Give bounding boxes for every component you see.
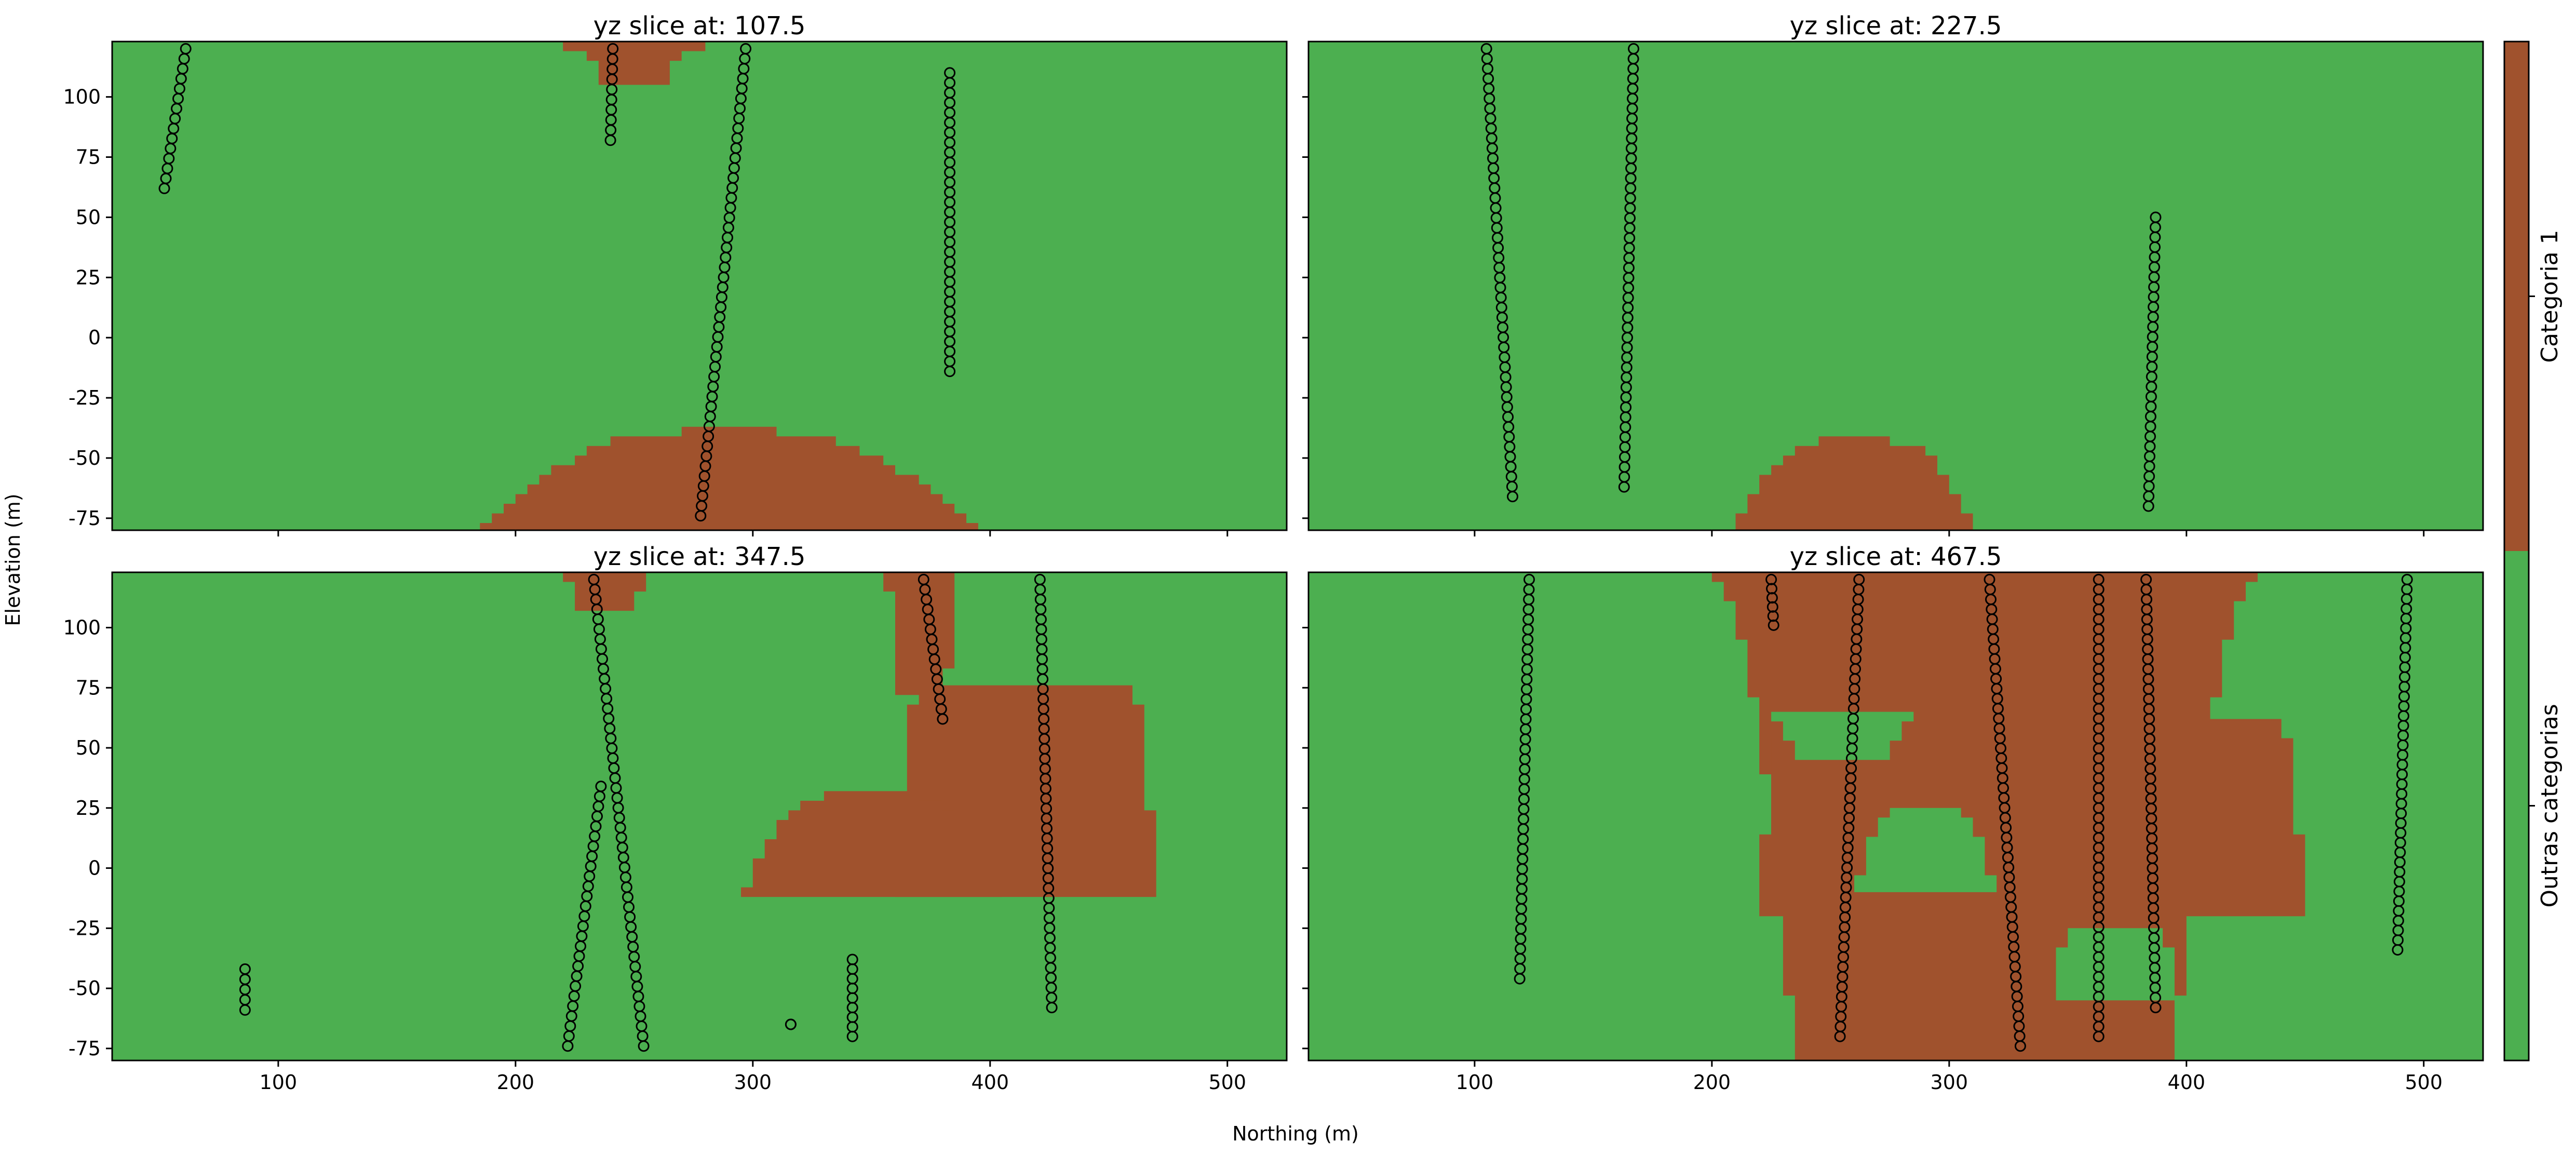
sample-marker xyxy=(1618,481,1630,493)
drillhole xyxy=(1514,573,1535,985)
y-tick-label: 0 xyxy=(88,857,101,880)
sample-marker xyxy=(604,135,616,146)
sample-marker xyxy=(695,510,707,522)
colorbar: Categoria 1 Outras categorias xyxy=(2503,41,2563,1062)
y-tick-label: -75 xyxy=(69,1037,101,1060)
y-tick-label: 50 xyxy=(76,736,101,759)
drillhole xyxy=(944,67,956,378)
other-category-pocket xyxy=(2056,928,2175,1001)
sample-marker xyxy=(785,1018,797,1030)
panel-frame xyxy=(1307,41,2484,531)
slice-panel: yz slice at: 107.5 -75 -50 -25 0 25 50 75 100 xyxy=(63,11,1288,536)
y-tick-label: 25 xyxy=(76,797,101,820)
other-category-pocket xyxy=(1854,808,1997,892)
drillhole xyxy=(1618,43,1639,493)
x-tick-label: 200 xyxy=(497,1071,535,1094)
y-tick-label: -25 xyxy=(69,386,101,409)
drillhole xyxy=(562,781,607,1052)
x-tick-label: 400 xyxy=(972,1071,1009,1094)
drillhole xyxy=(846,953,858,1042)
drillhole xyxy=(918,573,949,725)
x-axis-label: Northing (m) xyxy=(1232,1122,1359,1145)
y-tick-label: 50 xyxy=(76,206,101,229)
colorbar-label: Outras categorias xyxy=(2537,704,2563,907)
sample-marker xyxy=(1514,973,1526,985)
sample-marker xyxy=(1046,1002,1058,1014)
x-tick-label: 400 xyxy=(2168,1071,2206,1094)
category-1-body xyxy=(563,572,646,611)
colorbar-label: Categoria 1 xyxy=(2537,230,2563,362)
slice-panel: yz slice at: 467.5 100 200 300 400 500 xyxy=(1302,542,2484,1094)
drillhole xyxy=(785,1018,797,1030)
sample-marker xyxy=(2014,1040,2026,1052)
drillhole xyxy=(239,963,251,1016)
x-tick-label: 200 xyxy=(1693,1071,1731,1094)
sample-marker xyxy=(1507,491,1518,503)
category-1-body xyxy=(741,791,1002,897)
y-axis-label: Elevation (m) xyxy=(2,493,24,626)
sample-marker xyxy=(937,713,949,725)
sample-marker xyxy=(944,366,956,378)
y-tick-label: 100 xyxy=(63,86,101,109)
drillhole xyxy=(695,43,752,522)
y-tick-label: 75 xyxy=(76,146,101,169)
panel-title: yz slice at: 107.5 xyxy=(594,11,806,41)
drillhole xyxy=(2142,211,2162,512)
y-tick-label: -75 xyxy=(69,507,101,530)
panel-title: yz slice at: 227.5 xyxy=(1790,11,2002,41)
sample-marker xyxy=(2150,1002,2162,1014)
y-tick-label: 0 xyxy=(88,326,101,349)
drillhole xyxy=(158,43,192,194)
x-tick-label: 300 xyxy=(734,1071,772,1094)
sample-marker xyxy=(638,1040,650,1052)
sample-marker xyxy=(239,1004,251,1016)
drillhole xyxy=(1765,573,1779,631)
y-tick-label: 25 xyxy=(76,266,101,289)
colorbar-other-swatch xyxy=(2504,551,2529,1060)
y-tick-label: -25 xyxy=(69,917,101,939)
y-tick-label: 75 xyxy=(76,676,101,699)
x-tick-label: 100 xyxy=(260,1071,298,1094)
colorbar-frame xyxy=(2503,41,2530,1062)
sample-marker xyxy=(1834,1030,1846,1042)
sample-marker xyxy=(2142,500,2154,512)
x-tick-label: 300 xyxy=(1931,1071,1968,1094)
drillhole xyxy=(2140,573,2162,1014)
panel-title: yz slice at: 347.5 xyxy=(594,542,806,571)
drillhole xyxy=(2392,573,2413,956)
category-1-body xyxy=(563,42,706,85)
sample-marker xyxy=(1768,619,1779,631)
panel-title: yz slice at: 467.5 xyxy=(1790,542,2002,571)
drillhole xyxy=(2093,573,2105,1042)
drillhole xyxy=(588,573,650,1052)
other-category-pocket xyxy=(1771,711,1914,760)
colorbar-category-1-swatch xyxy=(2504,42,2529,551)
y-tick-label: 100 xyxy=(63,616,101,639)
x-tick-label: 500 xyxy=(1208,1071,1246,1094)
category-1-body xyxy=(1735,436,1973,530)
sample-marker xyxy=(2093,1030,2105,1042)
drillhole xyxy=(1034,573,1058,1014)
x-tick-label: 100 xyxy=(1456,1071,1494,1094)
category-1-body xyxy=(480,426,978,530)
sample-marker xyxy=(158,182,170,194)
slice-panel: yz slice at: 227.5 xyxy=(1302,11,2484,536)
y-tick-label: -50 xyxy=(69,447,101,469)
sample-marker xyxy=(846,1030,858,1042)
sample-marker xyxy=(2392,944,2404,956)
drillhole xyxy=(604,43,619,146)
drillhole xyxy=(1480,43,1518,503)
x-tick-label: 500 xyxy=(2405,1071,2443,1094)
y-tick-label: -50 xyxy=(69,977,101,1000)
panel-frame xyxy=(1307,571,2484,1062)
sample-marker xyxy=(562,1040,574,1052)
drillhole xyxy=(1834,573,1865,1042)
panel-frame xyxy=(111,41,1288,531)
drillhole xyxy=(1984,573,2026,1052)
panel-frame xyxy=(111,571,1288,1062)
